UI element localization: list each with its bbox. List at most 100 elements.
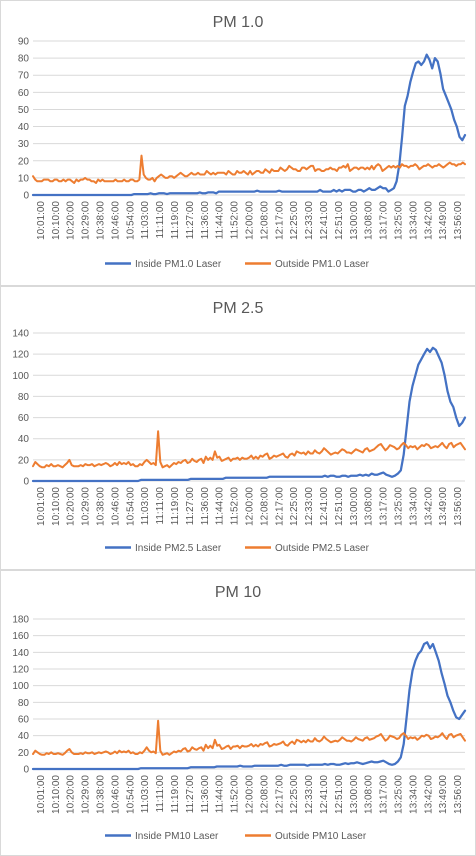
x-tick-label: 13:56:00 bbox=[453, 487, 464, 526]
series-line-inside bbox=[31, 53, 467, 197]
x-tick-label: 13:00:00 bbox=[349, 487, 360, 526]
x-tick-label: 11:44:00 bbox=[215, 775, 226, 814]
x-tick-label: 10:46:00 bbox=[110, 201, 121, 240]
x-tick-label: 10:54:00 bbox=[125, 775, 136, 814]
x-tick-label: 13:49:00 bbox=[438, 775, 449, 814]
legend-label: Outside PM10 Laser bbox=[275, 831, 367, 842]
y-tick-label: 90 bbox=[18, 37, 30, 48]
x-tick-label: 13:08:00 bbox=[364, 487, 375, 526]
x-tick-label: 13:49:00 bbox=[438, 201, 449, 240]
x-tick-label: 12:08:00 bbox=[259, 201, 270, 240]
series-line-inside bbox=[31, 346, 467, 483]
x-tick-label: 10:20:00 bbox=[66, 487, 77, 526]
x-tick-label: 12:41:00 bbox=[319, 775, 330, 814]
x-tick-label: 11:36:00 bbox=[200, 775, 211, 814]
legend-label: Outside PM1.0 Laser bbox=[275, 259, 370, 270]
series-line-outside bbox=[32, 430, 466, 469]
legend-label: Inside PM2.5 Laser bbox=[135, 543, 222, 554]
x-tick-label: 10:20:00 bbox=[66, 775, 77, 814]
x-tick-label: 12:00:00 bbox=[245, 775, 256, 814]
x-tick-label: 11:11:00 bbox=[155, 775, 166, 813]
x-tick-label: 10:29:00 bbox=[81, 775, 92, 814]
x-tick-label: 13:56:00 bbox=[453, 201, 464, 240]
x-tick-label: 12:25:00 bbox=[289, 201, 300, 240]
x-tick-label: 12:17:00 bbox=[274, 201, 285, 240]
x-tick-label: 11:52:00 bbox=[230, 201, 241, 240]
x-tick-label: 11:44:00 bbox=[215, 487, 226, 526]
y-tick-label: 30 bbox=[18, 139, 30, 150]
y-tick-label: 60 bbox=[18, 88, 30, 99]
x-tick-label: 12:08:00 bbox=[259, 775, 270, 814]
x-tick-label: 13:00:00 bbox=[349, 201, 360, 240]
x-tick-label: 12:00:00 bbox=[245, 201, 256, 240]
x-tick-label: 10:20:00 bbox=[66, 201, 77, 240]
y-tick-label: 120 bbox=[12, 665, 29, 676]
legend-label: Outside PM2.5 Laser bbox=[275, 543, 370, 554]
chart-panel-pm1: PM 1.0 0 10 20 30 40 50 60 70 80 90 10:01:00 10:10:0… bbox=[0, 0, 476, 286]
x-tick-label: 12:51:00 bbox=[334, 487, 345, 526]
chart-panel-pm25: PM 2.5 0 20 40 60 80 100 120 140 10:01:00 10:10:00… bbox=[0, 286, 476, 570]
x-tick-label: 11:11:00 bbox=[155, 487, 166, 525]
y-tick-label: 60 bbox=[18, 715, 30, 726]
chart-pm1: PM 1.0 0 10 20 30 40 50 60 70 80 90 10:01:00 10:10:0… bbox=[18, 14, 467, 270]
x-tick-label: 10:01:00 bbox=[36, 487, 47, 526]
x-tick-label: 11:03:00 bbox=[140, 201, 151, 240]
x-tick-label: 10:46:00 bbox=[110, 775, 121, 814]
x-tick-label: 11:27:00 bbox=[185, 775, 196, 814]
x-tick-label: 10:10:00 bbox=[51, 487, 62, 526]
x-tick-label: 12:33:00 bbox=[304, 775, 315, 814]
x-tick-label: 13:49:00 bbox=[438, 487, 449, 526]
x-tick-label: 11:27:00 bbox=[185, 201, 196, 240]
x-tick-label: 13:42:00 bbox=[423, 201, 434, 240]
x-tick-label: 12:33:00 bbox=[304, 201, 315, 240]
x-tick-label: 13:17:00 bbox=[379, 201, 390, 240]
x-tick-label: 10:54:00 bbox=[125, 201, 136, 240]
y-tick-label: 140 bbox=[12, 648, 29, 659]
y-tick-label: 10 bbox=[18, 173, 30, 184]
x-tick-label: 13:42:00 bbox=[423, 487, 434, 526]
x-tick-label: 11:03:00 bbox=[140, 487, 151, 526]
y-tick-label: 60 bbox=[18, 413, 30, 424]
x-tick-label: 13:08:00 bbox=[364, 201, 375, 240]
x-tick-label: 12:17:00 bbox=[274, 775, 285, 814]
x-tick-label: 12:08:00 bbox=[259, 487, 270, 526]
x-tick-label: 12:33:00 bbox=[304, 487, 315, 526]
y-tick-label: 80 bbox=[18, 392, 30, 403]
x-tick-label: 11:27:00 bbox=[185, 487, 196, 526]
x-tick-label: 13:34:00 bbox=[408, 775, 419, 814]
x-tick-label: 13:08:00 bbox=[364, 775, 375, 814]
y-tick-label: 40 bbox=[18, 731, 30, 742]
series-line-outside bbox=[32, 719, 466, 756]
x-tick-label: 10:10:00 bbox=[51, 201, 62, 240]
series-line-outside bbox=[32, 154, 466, 184]
x-tick-label: 12:41:00 bbox=[319, 201, 330, 240]
x-tick-label: 13:42:00 bbox=[423, 775, 434, 814]
chart-title: PM 2.5 bbox=[213, 300, 264, 317]
x-tick-label: 12:17:00 bbox=[274, 487, 285, 526]
y-tick-label: 20 bbox=[18, 748, 30, 759]
x-tick-label: 10:29:00 bbox=[81, 201, 92, 240]
x-tick-label: 11:19:00 bbox=[170, 487, 181, 526]
y-tick-label: 0 bbox=[23, 477, 29, 488]
y-tick-label: 20 bbox=[18, 156, 30, 167]
chart-title: PM 10 bbox=[215, 584, 261, 601]
y-tick-label: 0 bbox=[23, 765, 29, 776]
x-tick-label: 10:29:00 bbox=[81, 487, 92, 526]
chart-title: PM 1.0 bbox=[213, 14, 264, 31]
x-tick-label: 10:01:00 bbox=[36, 201, 47, 240]
x-tick-label: 13:25:00 bbox=[393, 201, 404, 240]
x-tick-label: 10:10:00 bbox=[51, 775, 62, 814]
x-tick-label: 10:38:00 bbox=[96, 775, 107, 814]
x-tick-label: 13:00:00 bbox=[349, 775, 360, 814]
y-tick-label: 80 bbox=[18, 698, 30, 709]
x-tick-label: 12:00:00 bbox=[245, 487, 256, 526]
chart-panel-pm10: PM 10 0 20 40 60 80 100 120 140 160 180 10:01:00 10:… bbox=[0, 570, 476, 856]
y-tick-label: 40 bbox=[18, 122, 30, 133]
y-tick-label: 120 bbox=[12, 350, 29, 361]
legend-label: Inside PM1.0 Laser bbox=[135, 259, 222, 270]
chart-pm25: PM 2.5 0 20 40 60 80 100 120 140 10:01:00 10:10:00… bbox=[12, 300, 467, 554]
x-tick-label: 10:46:00 bbox=[110, 487, 121, 526]
y-tick-label: 80 bbox=[18, 54, 30, 65]
y-tick-label: 20 bbox=[18, 455, 30, 466]
x-tick-label: 10:38:00 bbox=[96, 487, 107, 526]
